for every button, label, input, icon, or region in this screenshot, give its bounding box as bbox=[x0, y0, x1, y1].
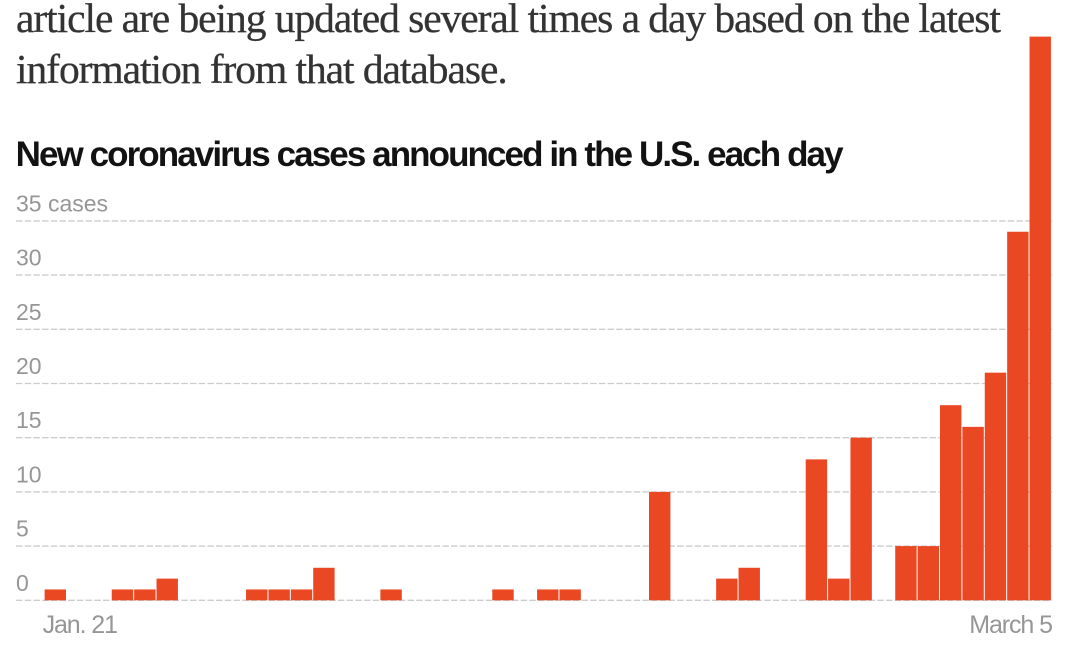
svg-text:March 5: March 5 bbox=[969, 611, 1052, 639]
svg-text:25: 25 bbox=[16, 299, 42, 325]
svg-text:30: 30 bbox=[16, 245, 42, 271]
svg-text:15: 15 bbox=[16, 407, 42, 433]
svg-text:20: 20 bbox=[16, 353, 42, 379]
svg-text:0: 0 bbox=[16, 570, 29, 596]
svg-text:10: 10 bbox=[16, 461, 42, 487]
svg-text:5: 5 bbox=[16, 516, 29, 542]
svg-text:35 cases: 35 cases bbox=[16, 190, 108, 216]
svg-text:Jan. 21: Jan. 21 bbox=[43, 611, 118, 639]
